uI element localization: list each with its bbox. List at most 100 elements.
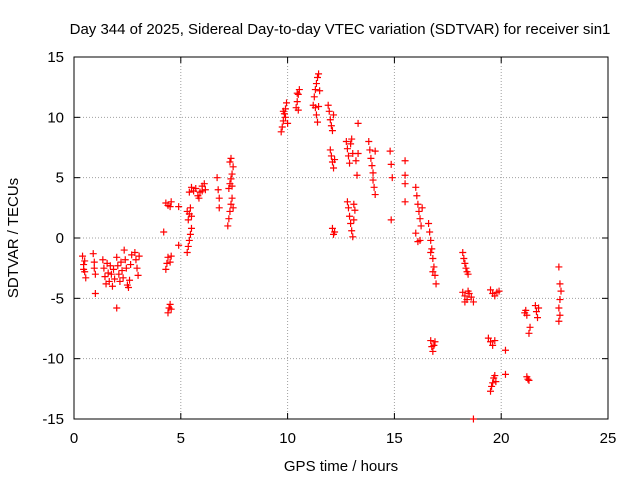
data-point	[185, 188, 193, 196]
data-point	[327, 122, 335, 130]
data-point	[487, 387, 495, 395]
data-point	[226, 207, 234, 215]
data-point	[224, 222, 232, 230]
chart-title: Day 344 of 2025, Sidereal Day-to-day VTE…	[70, 21, 611, 38]
data-point	[427, 337, 435, 345]
data-point	[464, 287, 472, 295]
data-point	[368, 162, 376, 170]
data-point	[201, 186, 209, 194]
data-point	[283, 99, 291, 107]
data-point	[555, 317, 563, 325]
data-point	[106, 262, 114, 270]
data-point	[415, 207, 423, 215]
data-point	[227, 154, 235, 162]
data-point	[162, 265, 170, 273]
data-point	[459, 248, 467, 256]
data-point	[461, 259, 469, 267]
data-point	[281, 113, 289, 121]
data-point	[184, 242, 192, 250]
data-point	[312, 111, 320, 119]
x-tick-label: 0	[70, 430, 78, 447]
data-point	[526, 323, 534, 331]
data-point	[344, 152, 352, 160]
data-point	[330, 164, 338, 172]
y-tick-label: -5	[51, 290, 64, 307]
data-point	[187, 224, 195, 232]
data-point	[431, 271, 439, 279]
data-point	[524, 375, 532, 383]
data-point	[132, 256, 140, 264]
y-tick-label: 10	[47, 109, 64, 126]
data-point	[119, 274, 127, 282]
data-point	[104, 269, 112, 277]
data-point	[369, 169, 377, 177]
data-point	[428, 245, 436, 253]
data-point	[118, 267, 126, 275]
data-point	[293, 98, 301, 106]
data-point	[346, 159, 354, 167]
data-point	[351, 206, 359, 214]
data-point	[427, 248, 435, 256]
x-tick-label: 10	[279, 430, 296, 447]
x-axis-ticks: 0 5 10 15 20 25	[70, 57, 616, 447]
data-point	[325, 107, 333, 115]
data-point	[327, 152, 335, 160]
data-point	[487, 338, 495, 346]
data-point	[294, 106, 302, 114]
data-point	[122, 264, 130, 272]
data-point	[91, 290, 99, 298]
data-point	[331, 156, 339, 164]
data-point	[80, 265, 88, 273]
data-point	[556, 296, 564, 304]
grid-lines	[74, 57, 608, 419]
data-point	[464, 270, 472, 278]
data-point	[331, 228, 339, 236]
x-axis-label: GPS time / hours	[284, 458, 398, 475]
data-point	[342, 137, 350, 145]
data-point	[343, 145, 351, 153]
data-point	[167, 198, 175, 206]
data-point	[164, 309, 172, 317]
data-point	[167, 305, 175, 313]
x-tick-label: 15	[386, 430, 403, 447]
data-point	[90, 258, 98, 266]
data-point	[294, 90, 302, 98]
data-point	[195, 194, 203, 202]
data-point	[314, 74, 322, 82]
data-point	[214, 186, 222, 194]
data-point	[401, 198, 409, 206]
data-point	[284, 119, 292, 127]
data-point	[100, 264, 108, 272]
data-point	[127, 261, 135, 269]
data-point	[495, 287, 503, 295]
data-point	[348, 135, 356, 143]
data-point	[228, 170, 236, 178]
data-point	[90, 264, 98, 272]
data-point	[225, 215, 233, 223]
data-point	[425, 220, 433, 228]
data-point	[116, 277, 124, 285]
data-point	[121, 256, 129, 264]
data-point	[556, 311, 564, 319]
data-point	[346, 212, 354, 220]
data-point	[488, 382, 496, 390]
data-point	[401, 180, 409, 188]
data-point	[183, 248, 191, 256]
data-point	[414, 200, 422, 208]
data-point	[131, 248, 139, 256]
data-point	[326, 146, 334, 154]
data-point	[126, 276, 134, 284]
data-point	[89, 250, 97, 258]
data-point	[348, 227, 356, 235]
data-point	[347, 220, 355, 228]
data-point	[186, 230, 194, 238]
data-point	[192, 185, 200, 193]
x-tick-label: 5	[177, 430, 185, 447]
data-point	[166, 203, 174, 211]
data-point	[344, 204, 352, 212]
y-tick-label: 5	[56, 170, 64, 187]
data-point	[113, 253, 121, 261]
data-point	[489, 379, 497, 387]
y-axis-label: SDTVAR / TECUs	[5, 178, 22, 298]
data-point	[387, 216, 395, 224]
